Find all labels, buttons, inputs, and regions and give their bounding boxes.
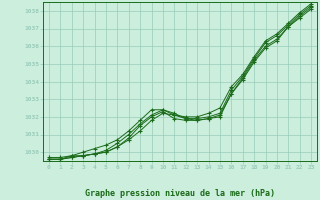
Text: Graphe pression niveau de la mer (hPa): Graphe pression niveau de la mer (hPa)	[85, 189, 275, 198]
